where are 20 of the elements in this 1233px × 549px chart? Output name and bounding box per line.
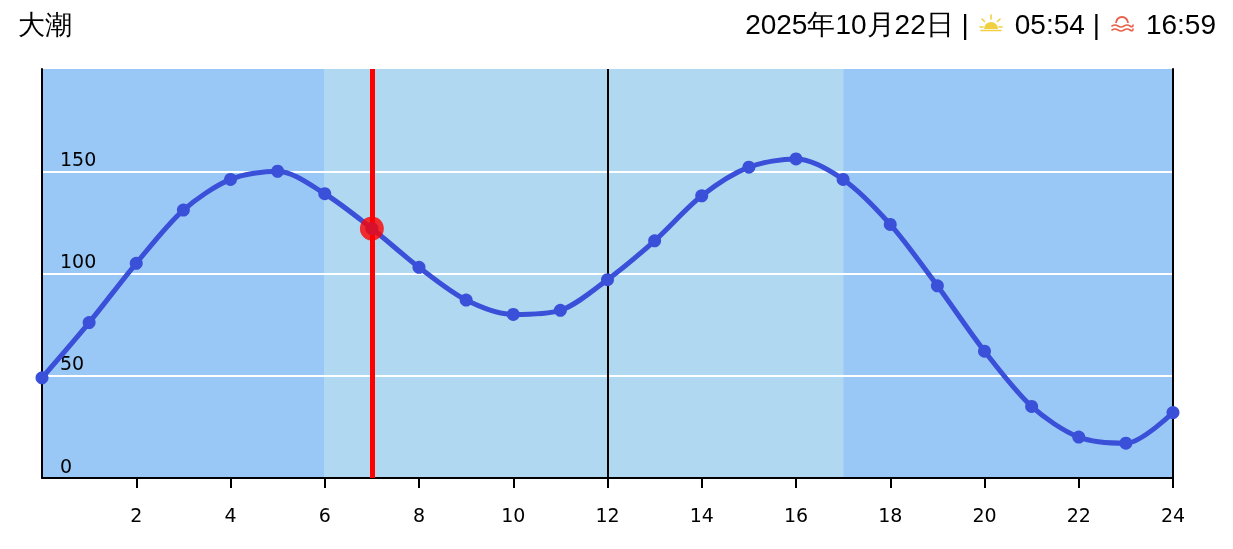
chart-title: 大潮 <box>18 9 72 42</box>
x-tick-label: 22 <box>1066 503 1091 526</box>
text: 05:54 | <box>1014 8 1100 42</box>
x-tick-label: 16 <box>783 503 809 526</box>
x-tick-label: 12 <box>595 503 620 526</box>
x-tick-label: 14 <box>689 503 714 526</box>
text: 16:59 <box>1145 8 1216 42</box>
x-tick-label: 24 <box>1160 503 1186 526</box>
y-tick-label: 50 <box>60 352 85 375</box>
y-tick-label: 100 <box>60 250 97 272</box>
x-tick-label: 6 <box>318 503 331 526</box>
x-tick-label: 10 <box>501 503 526 526</box>
x-tick-label: 18 <box>878 503 903 526</box>
x-tick-label: 8 <box>412 503 426 526</box>
x-tick-label: 20 <box>972 503 997 526</box>
x-tick-label: 4 <box>224 503 237 526</box>
y-tick-label: 0 <box>60 454 73 477</box>
y-tick-label: 150 <box>60 147 97 170</box>
text: 2025年10月22日 | <box>745 8 969 42</box>
x-tick-label: 2 <box>130 503 143 526</box>
